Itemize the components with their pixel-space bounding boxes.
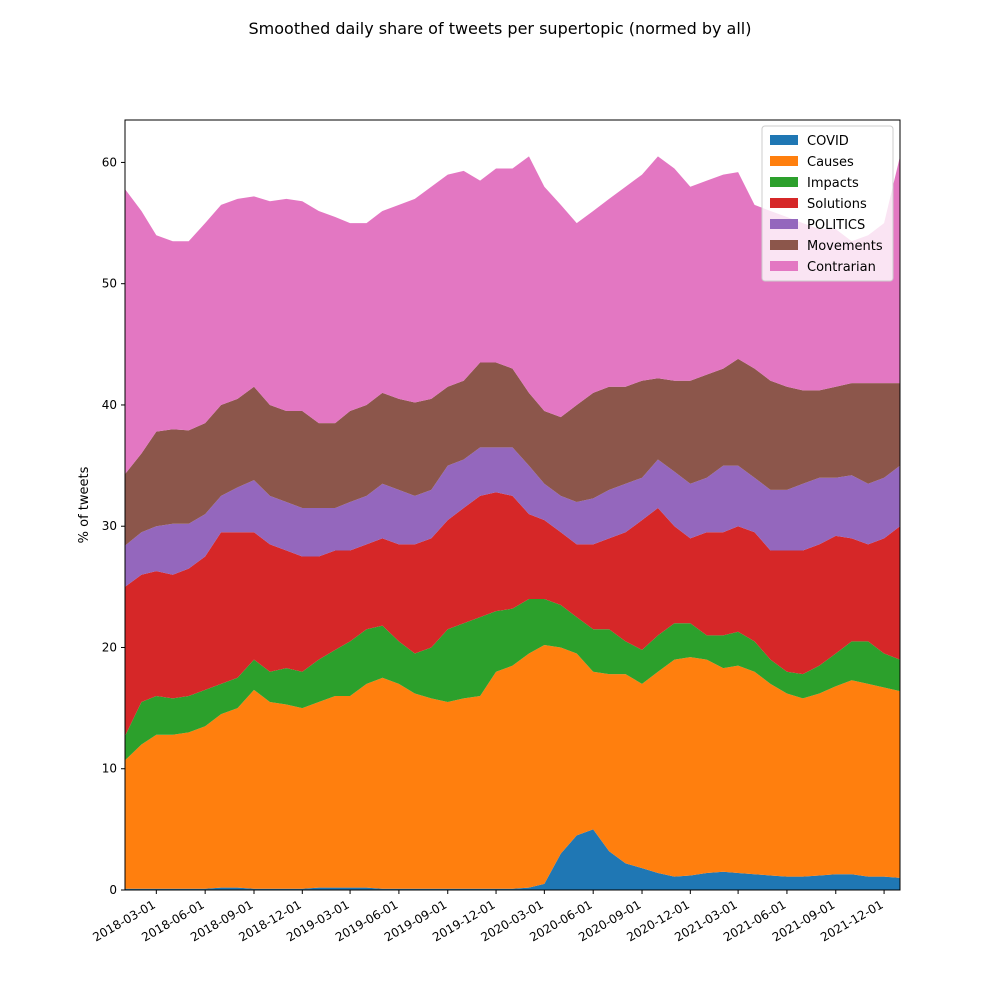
area-solutions <box>125 492 900 736</box>
y-tick-label: 10 <box>102 762 117 776</box>
y-tick-label: 30 <box>102 519 117 533</box>
x-axis: 2018-03-012018-06-012018-09-012018-12-01… <box>90 890 886 944</box>
legend-swatch-politics <box>770 219 798 229</box>
legend-swatch-causes <box>770 156 798 166</box>
legend-label-politics: POLITICS <box>807 218 865 233</box>
legend-label-solutions: Solutions <box>807 197 867 212</box>
legend-label-impacts: Impacts <box>807 176 859 191</box>
legend-swatch-covid <box>770 135 798 145</box>
legend-swatch-movements <box>770 240 798 250</box>
area-impacts <box>125 598 900 761</box>
legend-label-movements: Movements <box>807 239 883 254</box>
y-tick-label: 20 <box>102 640 117 654</box>
area-contrarian <box>125 156 900 475</box>
y-tick-label: 40 <box>102 398 117 412</box>
legend-label-contrarian: Contrarian <box>807 260 876 275</box>
y-tick-label: 0 <box>109 883 117 897</box>
legend-label-causes: Causes <box>807 155 854 170</box>
chart-title: Smoothed daily share of tweets per super… <box>249 19 752 38</box>
area-causes <box>125 645 900 889</box>
y-tick-label: 50 <box>102 277 117 291</box>
legend: COVID Causes Impacts Solutions POLITICS Movem… <box>761 125 894 282</box>
y-tick-label: 60 <box>102 155 117 169</box>
legend-swatch-solutions <box>770 198 798 208</box>
plot-frame <box>124 119 901 891</box>
area-politics <box>125 447 900 587</box>
legend-label-covid: COVID <box>807 134 849 149</box>
area-movements <box>125 358 900 546</box>
area-covid <box>125 829 900 890</box>
legend-swatch-impacts <box>770 177 798 187</box>
legend-swatch-contrarian <box>770 261 798 271</box>
y-axis: 0 10 20 30 40 50 60 <box>102 155 125 897</box>
y-axis-label: % of tweets <box>77 466 92 543</box>
area-series-group <box>125 156 900 890</box>
